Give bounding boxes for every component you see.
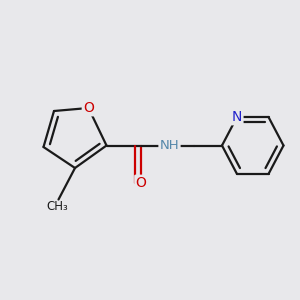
Text: O: O xyxy=(136,176,146,190)
Text: CH₃: CH₃ xyxy=(46,200,68,212)
Text: O: O xyxy=(83,101,94,115)
Text: NH: NH xyxy=(160,139,179,152)
Text: N: N xyxy=(232,110,242,124)
